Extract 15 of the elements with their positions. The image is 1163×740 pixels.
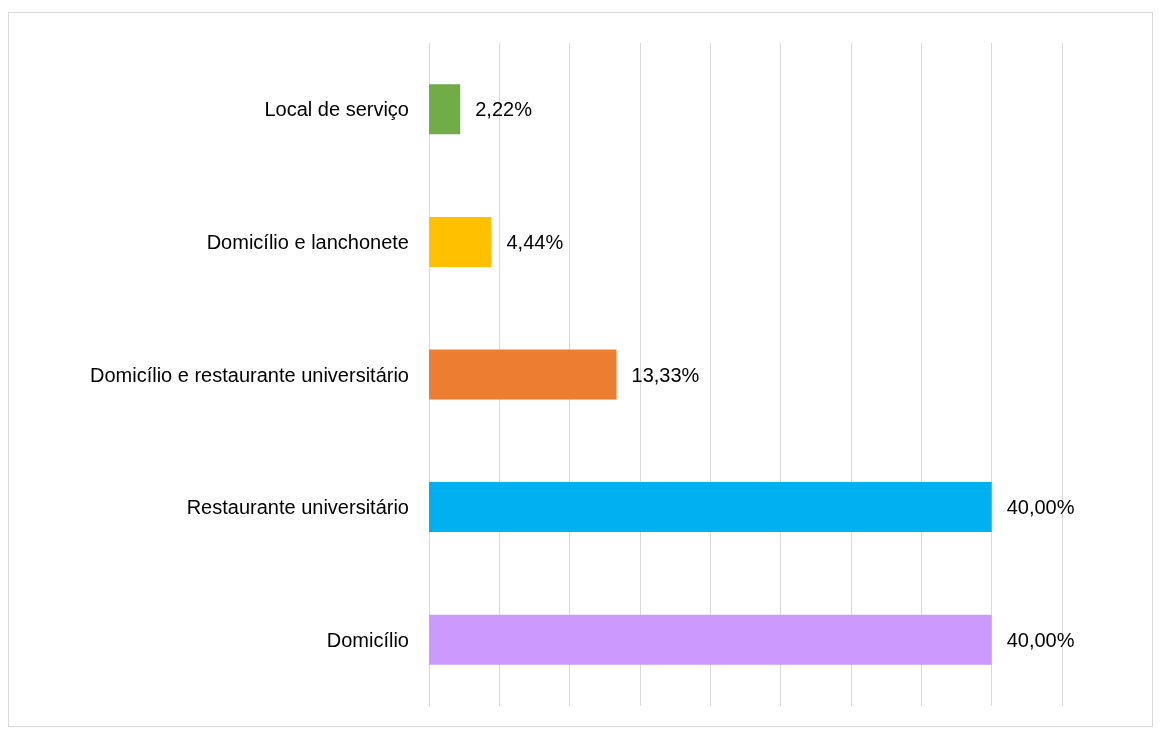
bar xyxy=(429,84,461,135)
data-label: 40,00% xyxy=(1006,496,1075,519)
data-label: 40,00% xyxy=(1006,628,1075,651)
y-tick-label: Restaurante universitário xyxy=(186,496,409,519)
y-tick-label: Domicílio e restaurante universitário xyxy=(89,363,409,386)
data-label: 2,22% xyxy=(475,98,533,121)
bar xyxy=(429,482,992,533)
data-label: 13,33% xyxy=(631,363,700,386)
y-tick-label: Local de serviço xyxy=(264,98,409,121)
data-label: 4,44% xyxy=(506,230,564,253)
y-tick-label: Domicílio xyxy=(326,628,409,651)
bar xyxy=(429,349,617,400)
bar xyxy=(429,614,992,665)
y-tick-label: Domicílio e lanchonete xyxy=(206,230,409,253)
bar xyxy=(429,216,492,267)
